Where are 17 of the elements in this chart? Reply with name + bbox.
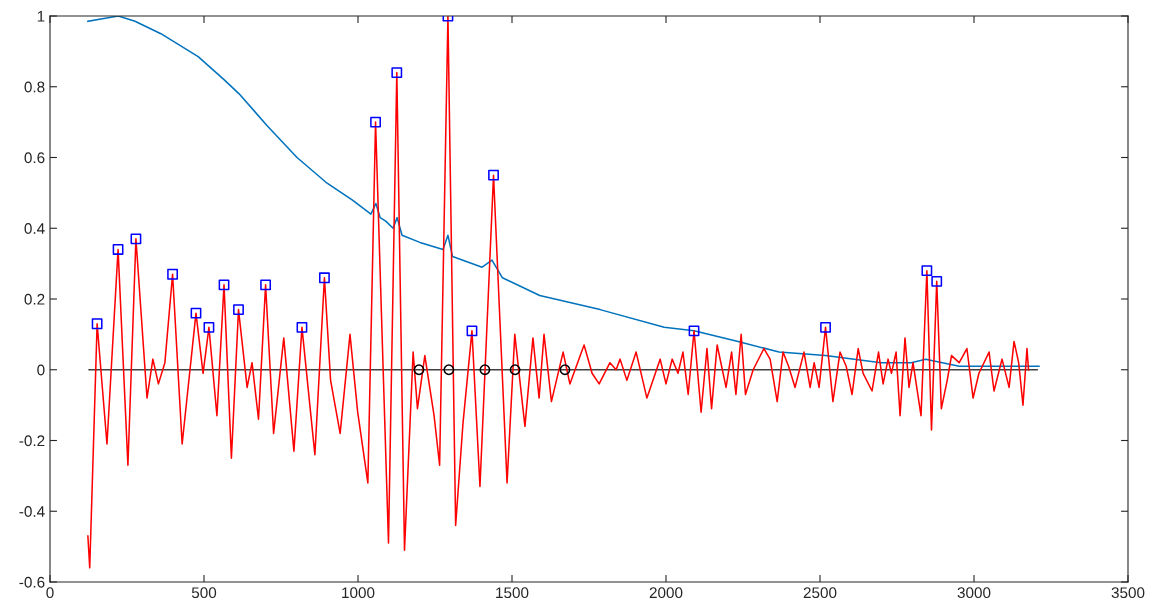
y-tick-label: -0.2 [19,435,45,447]
x-tick-label: 2500 [803,587,837,599]
y-tick-label: 0.8 [24,81,45,93]
y-tick-label: 0.6 [24,152,45,164]
x-tick-label: 1500 [496,587,529,599]
y-tick-label: -0.6 [19,576,45,588]
x-tick-label: 500 [191,587,217,599]
y-tick-label: 0 [37,364,45,376]
y-tick-label: -0.4 [19,506,45,517]
x-tick-label: 1000 [342,587,375,599]
y-tick-label: 0.2 [24,293,45,305]
y-tick-label: 0.4 [24,223,45,234]
y-tick-label: 1 [37,11,45,22]
x-tick-label: 0 [46,587,54,599]
x-tick-label: 2000 [649,587,683,599]
x-tick-label: 3500 [1111,587,1145,599]
x-tick-label: 3000 [957,587,991,599]
